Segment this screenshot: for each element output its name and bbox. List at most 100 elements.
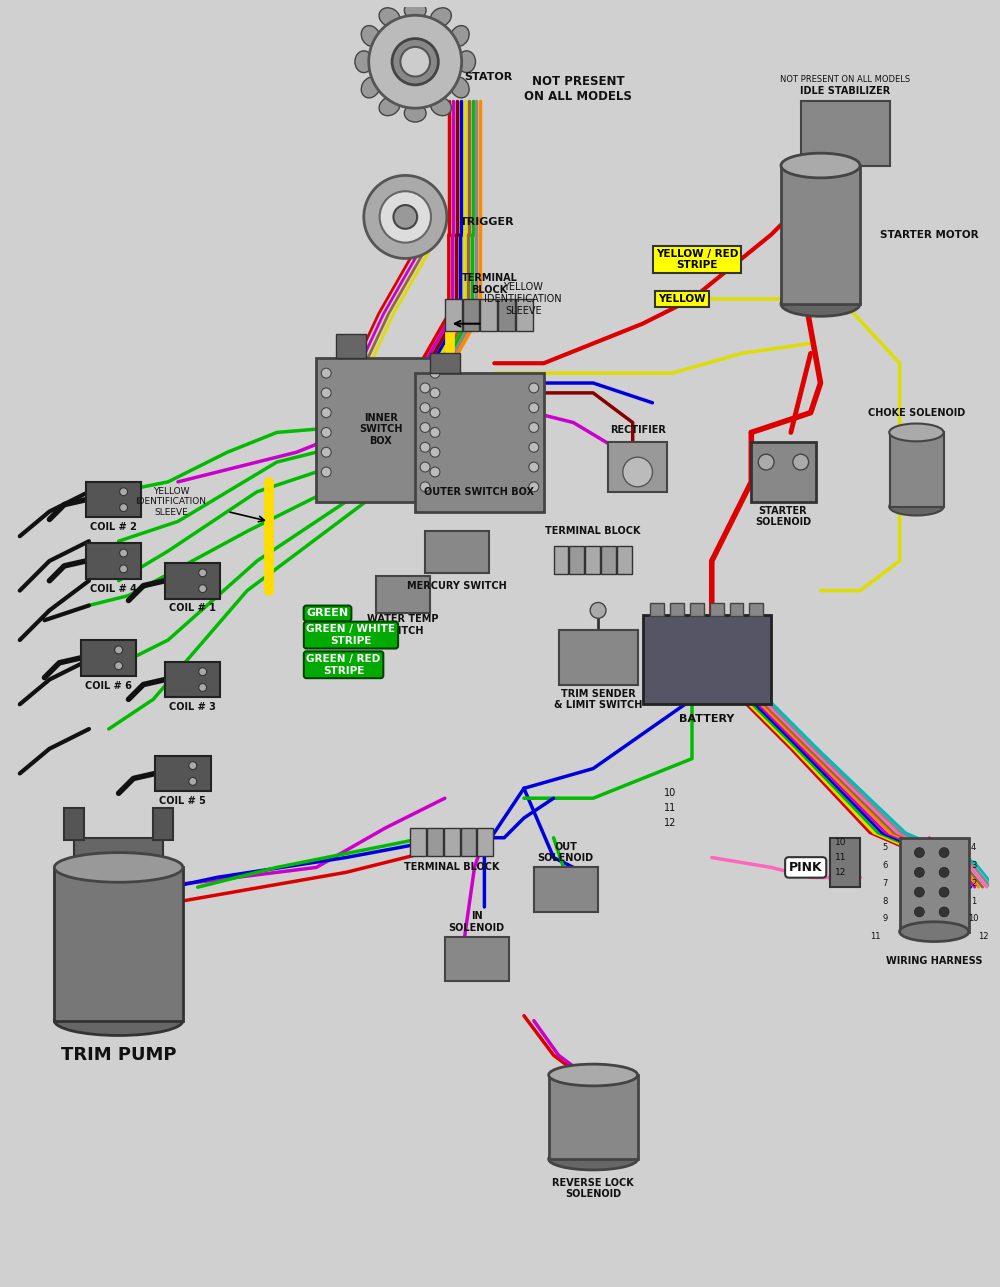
Text: 11: 11 <box>870 932 880 941</box>
Circle shape <box>529 481 539 492</box>
Bar <box>165 662 220 698</box>
Circle shape <box>529 422 539 432</box>
Bar <box>608 443 667 492</box>
Bar <box>749 604 763 616</box>
Text: TRIM PUMP: TRIM PUMP <box>61 1046 176 1064</box>
Bar <box>376 575 430 614</box>
Bar <box>415 373 544 511</box>
Text: COIL # 3: COIL # 3 <box>169 703 216 712</box>
Text: 6: 6 <box>882 861 887 870</box>
Circle shape <box>321 408 331 417</box>
Bar <box>155 755 211 792</box>
Circle shape <box>120 550 128 557</box>
Circle shape <box>120 488 128 495</box>
Text: 7: 7 <box>882 879 887 888</box>
Bar <box>316 358 445 502</box>
Bar <box>569 546 584 574</box>
Ellipse shape <box>404 1 426 19</box>
Bar <box>461 828 476 856</box>
Text: YELLOW
IDENTIFICATION
SLEEVE: YELLOW IDENTIFICATION SLEEVE <box>135 486 206 516</box>
Circle shape <box>199 668 207 676</box>
Text: COIL # 5: COIL # 5 <box>159 797 206 806</box>
Bar <box>617 546 632 574</box>
Bar <box>86 481 141 517</box>
Bar <box>690 604 704 616</box>
Circle shape <box>939 907 949 916</box>
Circle shape <box>430 387 440 398</box>
Ellipse shape <box>430 97 451 116</box>
Text: GREEN / WHITE
STRIPE: GREEN / WHITE STRIPE <box>306 624 395 646</box>
Circle shape <box>430 427 440 438</box>
Text: WIRING HARNESS: WIRING HARNESS <box>886 956 982 967</box>
Bar <box>650 604 664 616</box>
Ellipse shape <box>54 1006 183 1036</box>
Circle shape <box>189 777 197 785</box>
Circle shape <box>939 887 949 897</box>
Text: OUT
SOLENOID: OUT SOLENOID <box>537 842 594 864</box>
Ellipse shape <box>404 104 426 122</box>
Text: TRIM SENDER
& LIMIT SWITCH: TRIM SENDER & LIMIT SWITCH <box>554 689 642 710</box>
Ellipse shape <box>781 292 860 317</box>
Circle shape <box>369 15 462 108</box>
Bar <box>751 443 816 502</box>
Text: 10: 10 <box>968 914 979 923</box>
Bar <box>427 828 443 856</box>
Circle shape <box>420 481 430 492</box>
Circle shape <box>321 448 331 457</box>
Circle shape <box>364 175 447 259</box>
Ellipse shape <box>355 51 373 72</box>
Text: COIL # 4: COIL # 4 <box>90 583 137 593</box>
Bar <box>730 604 743 616</box>
Text: YELLOW: YELLOW <box>658 293 706 304</box>
Ellipse shape <box>900 921 969 942</box>
Bar <box>54 867 183 1021</box>
Circle shape <box>914 848 924 857</box>
Ellipse shape <box>361 26 380 46</box>
Text: NOT PRESENT ON ALL MODELS: NOT PRESENT ON ALL MODELS <box>780 75 910 84</box>
Bar <box>643 615 771 704</box>
Text: STATOR: STATOR <box>465 72 513 81</box>
Text: 12: 12 <box>664 819 676 828</box>
Circle shape <box>321 467 331 477</box>
Circle shape <box>420 422 430 432</box>
Bar <box>890 432 944 507</box>
Bar <box>559 631 638 685</box>
Text: COIL # 1: COIL # 1 <box>169 604 216 614</box>
Circle shape <box>115 662 123 669</box>
Bar <box>781 166 860 304</box>
Text: BATTERY: BATTERY <box>679 714 735 725</box>
Circle shape <box>420 403 430 413</box>
Text: 3: 3 <box>971 861 976 870</box>
Bar <box>534 867 598 912</box>
Bar <box>463 299 479 331</box>
Ellipse shape <box>379 8 400 27</box>
Bar <box>549 1075 638 1160</box>
Text: COIL # 2: COIL # 2 <box>90 523 137 533</box>
Ellipse shape <box>54 852 183 883</box>
Bar <box>710 604 724 616</box>
Bar <box>430 354 460 373</box>
Ellipse shape <box>379 97 400 116</box>
Circle shape <box>793 454 809 470</box>
Circle shape <box>430 467 440 477</box>
Text: 1: 1 <box>971 897 976 906</box>
Bar <box>670 604 684 616</box>
Text: OUTER SWITCH BOX: OUTER SWITCH BOX <box>424 486 534 497</box>
Circle shape <box>392 39 438 85</box>
Circle shape <box>120 503 128 511</box>
Circle shape <box>199 683 207 691</box>
Circle shape <box>529 384 539 393</box>
Circle shape <box>914 867 924 878</box>
Ellipse shape <box>549 1148 638 1170</box>
Circle shape <box>623 457 652 486</box>
Circle shape <box>914 907 924 916</box>
Ellipse shape <box>549 1064 638 1086</box>
Text: 11: 11 <box>835 853 846 862</box>
Bar <box>900 838 969 932</box>
Circle shape <box>321 368 331 378</box>
Bar <box>81 640 136 676</box>
Text: GREEN / RED
STRIPE: GREEN / RED STRIPE <box>306 654 381 676</box>
Text: WATER TEMP
SWITCH: WATER TEMP SWITCH <box>367 614 438 636</box>
Circle shape <box>529 443 539 452</box>
Bar <box>498 299 515 331</box>
